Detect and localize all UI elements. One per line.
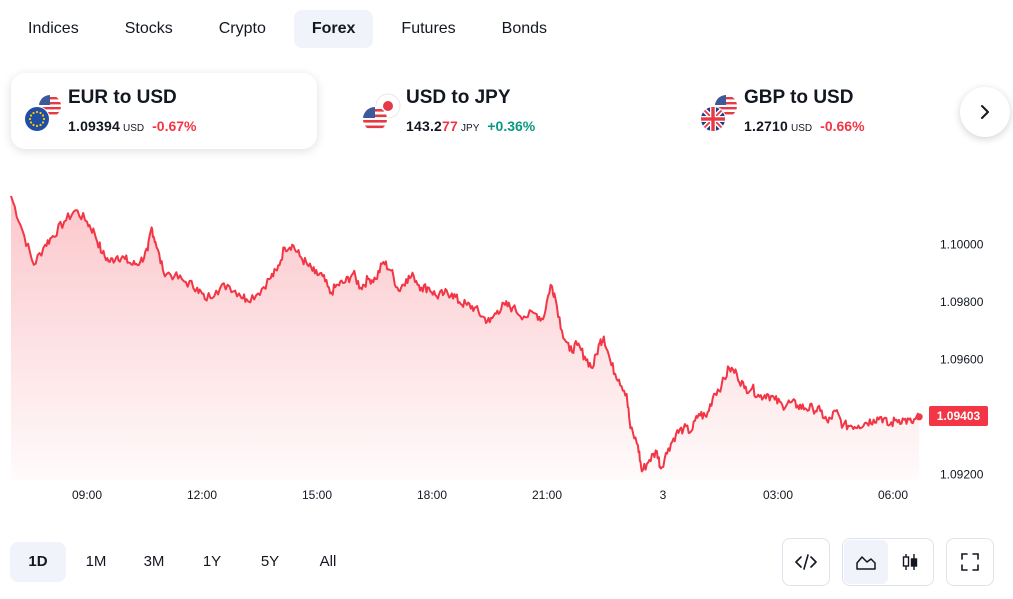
last-price-label: 1.09403 — [929, 406, 988, 426]
chevron-right-icon — [981, 105, 989, 119]
tab-stocks[interactable]: Stocks — [124, 20, 173, 37]
ticker-card-usdjpy[interactable]: USD to JPY 143.277 JPY +0.36% — [349, 73, 649, 149]
range-1d[interactable]: 1D — [10, 542, 66, 582]
tab-forex[interactable]: Forex — [293, 10, 374, 48]
ticker-change: -0.66% — [820, 118, 865, 134]
ticker-card-gbpusd[interactable]: GBP to USD 1.2710 USD -0.66% — [687, 73, 947, 149]
price-axis-tick: 1.09800 — [940, 295, 984, 309]
ticker-quote: 143.277 JPY +0.36% — [406, 118, 535, 134]
time-axis-tick: 06:00 — [878, 488, 908, 502]
ticker-price: 1.09394 — [68, 118, 121, 134]
last-price-marker — [915, 413, 923, 421]
ticker-price-main: 143.2 — [406, 118, 443, 134]
price-axis-tick: 1.09600 — [940, 352, 984, 366]
range-selector: 1D 1M 3M 1Y 5Y All — [10, 542, 358, 582]
next-tickers-button[interactable] — [960, 87, 1010, 137]
range-1m[interactable]: 1M — [85, 553, 107, 570]
time-axis-tick: 09:00 — [72, 488, 102, 502]
tab-indices[interactable]: Indices — [28, 20, 79, 37]
tab-futures[interactable]: Futures — [401, 20, 456, 37]
price-axis-tick: 1.10000 — [940, 238, 984, 252]
time-axis: 09:00 12:00 15:00 18:00 21:00 3 03:00 06:00 — [72, 488, 908, 502]
time-axis-tick: 12:00 — [187, 488, 217, 502]
tab-bonds[interactable]: Bonds — [501, 20, 548, 37]
ticker-pair-name: USD to JPY — [406, 87, 511, 108]
ticker-price: 1.2710 — [744, 118, 789, 134]
fullscreen-icon — [961, 553, 979, 571]
ticker-pair-name: EUR to USD — [68, 87, 177, 108]
price-line — [10, 195, 921, 473]
time-axis-tick: 21:00 — [532, 488, 562, 502]
ticker-price-changed-digits: 77 — [442, 118, 459, 134]
ticker-unit: USD — [791, 123, 813, 134]
eu-flag-icon — [24, 106, 50, 132]
range-3m[interactable]: 3M — [143, 553, 165, 570]
range-5y[interactable]: 5Y — [260, 553, 280, 570]
ticker-pair-name: GBP to USD — [744, 87, 854, 108]
ticker-change: +0.36% — [487, 118, 536, 134]
currency-pair-flags — [362, 93, 401, 132]
code-icon — [795, 554, 817, 570]
area-chart-icon — [856, 556, 876, 570]
ticker-card-eurusd[interactable]: EUR to USD 1.09394 USD -0.67% — [11, 73, 317, 149]
fullscreen-button[interactable] — [946, 538, 994, 586]
currency-pair-flags — [700, 94, 738, 132]
time-axis-tick: 15:00 — [302, 488, 332, 502]
range-all[interactable]: All — [319, 553, 337, 570]
market-tabs: Indices Stocks Crypto Forex Futures Bond… — [10, 10, 575, 48]
currency-pair-flags — [24, 94, 62, 132]
time-axis-tick: 3 — [660, 488, 667, 502]
price-axis-tick: 1.09200 — [940, 467, 984, 481]
chart-style-toggle — [842, 538, 934, 586]
area-chart-button[interactable] — [844, 540, 888, 584]
ticker-quote: 1.2710 USD -0.66% — [744, 118, 865, 134]
ticker-unit: USD — [123, 123, 145, 134]
candlestick-chart-button[interactable] — [888, 540, 932, 584]
ticker-change: -0.67% — [152, 118, 197, 134]
us-flag-icon — [362, 106, 388, 132]
price-area-fill — [11, 195, 920, 480]
time-axis-tick: 03:00 — [763, 488, 793, 502]
tab-crypto[interactable]: Crypto — [218, 20, 266, 37]
candlestick-icon — [902, 554, 918, 570]
time-axis-tick: 18:00 — [417, 488, 447, 502]
ticker-price: 143.277 — [406, 118, 458, 134]
range-1y[interactable]: 1Y — [202, 553, 222, 570]
ticker-quote: 1.09394 USD -0.67% — [68, 118, 197, 134]
ticker-unit: JPY — [461, 123, 480, 134]
uk-flag-icon — [700, 106, 726, 132]
embed-button[interactable] — [782, 538, 830, 586]
